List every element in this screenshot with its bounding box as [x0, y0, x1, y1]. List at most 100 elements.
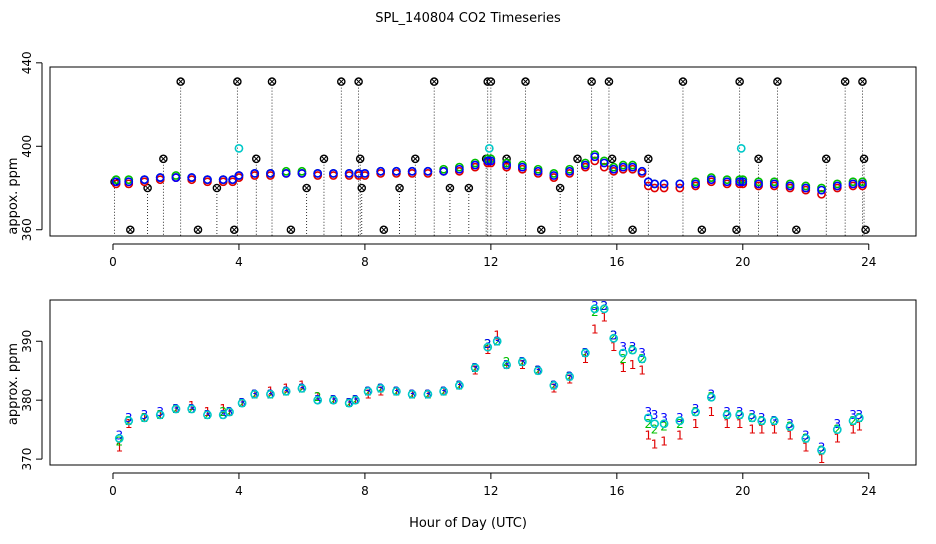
data-point-cross: [466, 185, 472, 191]
data-point: [735, 177, 745, 187]
data-point: [817, 445, 826, 455]
x-tick-label: 4: [235, 484, 243, 498]
x-tick-label: 8: [361, 484, 369, 498]
top-y-axis-label: appox. ppm: [6, 157, 21, 234]
data-point: [297, 169, 307, 178]
x-tick-label: 16: [609, 484, 624, 498]
x-tick-label: 0: [109, 484, 117, 498]
data-point-label: 2: [267, 387, 275, 401]
data-point-label: 3: [519, 355, 527, 369]
data-point-cross: [538, 227, 544, 233]
data-point: [817, 189, 826, 199]
data-point: [237, 398, 247, 408]
x-axis-label: Hour of Day (UTC): [409, 516, 527, 531]
data-point: [637, 166, 647, 176]
data-point: [832, 181, 842, 191]
data-point-cross: [861, 156, 867, 162]
data-point-cross: [606, 79, 612, 85]
data-point-label: 2: [818, 443, 826, 457]
data-point-label: 1: [660, 434, 668, 448]
data-point: [483, 156, 493, 166]
data-point: [329, 169, 338, 178]
data-point: [722, 410, 732, 420]
data-point-cross: [321, 156, 327, 162]
data-point-label: 2: [364, 384, 372, 398]
data-point-cross: [231, 227, 237, 233]
data-point: [124, 416, 134, 426]
y-tick-label: 380: [20, 389, 34, 412]
data-point-cross: [396, 185, 403, 191]
data-point: [590, 152, 600, 162]
y-tick-label: 370: [20, 448, 34, 471]
data-point-cross: [609, 156, 615, 162]
data-point-label: 2: [534, 364, 542, 378]
data-point-cross: [253, 156, 259, 162]
data-point: [675, 416, 685, 426]
data-point-label: 2: [377, 381, 385, 395]
data-point: [376, 166, 386, 176]
data-point-label: 3: [251, 387, 259, 401]
data-point: [549, 381, 559, 390]
data-point: [234, 171, 244, 180]
data-point-label: 3: [471, 361, 479, 375]
data-point-cross: [145, 185, 151, 191]
data-point-label: 3: [849, 408, 857, 422]
data-point-label: 1: [818, 452, 826, 466]
data-point-label: 2: [770, 414, 778, 428]
data-point: [124, 177, 134, 187]
data-point-label: 3: [493, 334, 501, 348]
data-point: [344, 169, 354, 178]
data-point: [848, 179, 858, 189]
data-point: [470, 363, 480, 373]
data-point: [565, 166, 574, 176]
data-point-label: 2: [298, 381, 306, 395]
data-point: [747, 413, 757, 423]
data-point: [155, 410, 165, 420]
data-point-label: 3: [503, 358, 511, 372]
data-point-label: 3: [534, 364, 542, 378]
data-point-label: 2: [566, 370, 574, 384]
data-point: [266, 389, 275, 399]
data-point: [266, 169, 275, 178]
top-y-axis: 360 400 440: [20, 51, 43, 241]
data-point-label: 2: [493, 334, 501, 348]
data-point-cross: [859, 79, 866, 85]
data-point-label: 3: [619, 340, 627, 354]
top-x-axis: 0 4 8 12 16 20 24: [109, 243, 876, 269]
data-point: [801, 434, 811, 443]
data-point-label: 3: [377, 381, 385, 395]
data-point: [502, 160, 512, 170]
data-point-cross: [645, 156, 651, 162]
data-point-label: 1: [802, 440, 810, 454]
data-point: [454, 164, 464, 174]
data-point: [439, 166, 449, 176]
data-point-label: 2: [352, 393, 360, 407]
data-point-label: 2: [188, 402, 196, 416]
data-point: [769, 416, 779, 426]
data-point: [423, 389, 433, 399]
data-point: [517, 162, 527, 172]
data-point: [228, 175, 238, 185]
data-point-label: 1: [226, 405, 234, 419]
data-point: [691, 407, 700, 417]
data-point-label: 2: [582, 346, 590, 360]
y-tick-label: 440: [20, 51, 34, 74]
top-data-marks: [110, 77, 870, 236]
data-point-label: 2: [156, 408, 164, 422]
data-point-label: 1: [238, 396, 246, 410]
data-point: [486, 156, 496, 166]
data-point-cross: [842, 79, 848, 85]
data-point-cross: [574, 156, 581, 162]
data-point-label: 1: [849, 423, 857, 437]
data-point-label: 1: [723, 417, 731, 431]
data-point-label: 2: [251, 387, 259, 401]
data-point-label: 2: [855, 411, 863, 425]
data-point-label: 3: [330, 393, 338, 407]
data-point-label: 1: [591, 322, 599, 336]
series-3: [114, 304, 864, 455]
x-tick-label: 12: [483, 255, 498, 269]
top-plot-frame: [49, 66, 917, 237]
